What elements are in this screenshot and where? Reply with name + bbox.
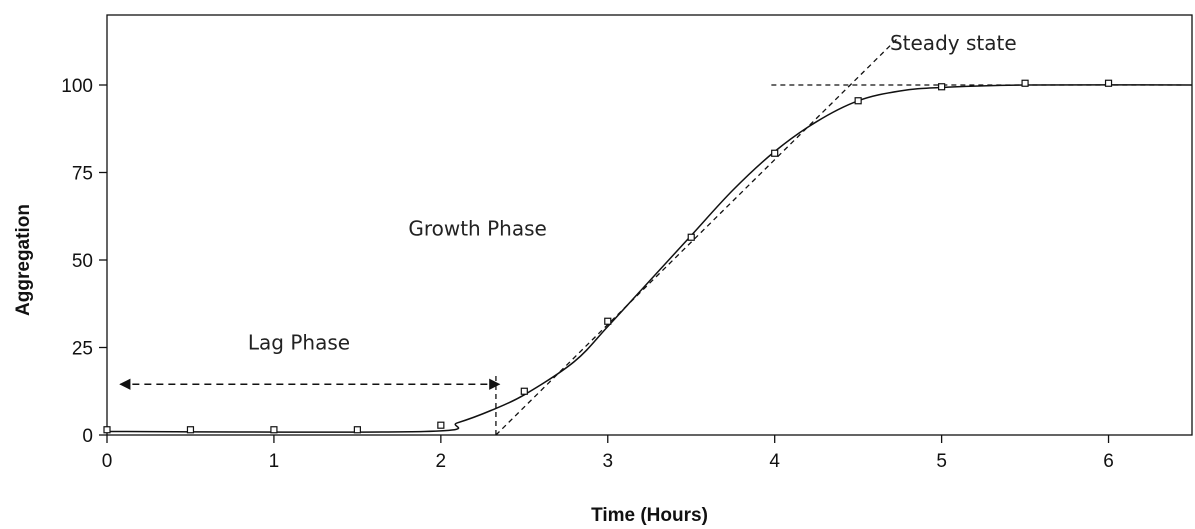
- y-tick-label: 50: [72, 251, 93, 272]
- plot-area-frame: [106, 14, 1193, 436]
- x-tick-label: 4: [769, 451, 780, 472]
- annotation-label: Growth Phase: [408, 217, 546, 241]
- x-axis: 0 1 2 3 4 5 6: [102, 435, 1114, 472]
- data-point: [1104, 79, 1113, 87]
- y-tick-label: 75: [72, 164, 93, 185]
- y-axis: 0 25 50 75 100: [61, 76, 107, 447]
- data-point: [1021, 79, 1029, 87]
- data-point: [353, 426, 361, 434]
- data-points: [103, 79, 1113, 434]
- x-tick-label: 6: [1103, 451, 1114, 472]
- data-point: [687, 233, 695, 241]
- x-axis-title: Time (Hours): [591, 505, 708, 526]
- data-point: [437, 421, 445, 429]
- data-point: [103, 426, 111, 434]
- reference-lines: [119, 35, 1184, 436]
- data-point: [520, 387, 528, 395]
- y-tick-label: 0: [82, 426, 93, 447]
- annotations: Lag Phase Growth Phase Steady state: [248, 31, 1017, 354]
- annotation-label: Steady state: [890, 31, 1017, 55]
- growth-tangent-line: [495, 35, 901, 436]
- x-tick-label: 1: [269, 451, 280, 472]
- x-tick-label: 3: [602, 451, 613, 472]
- annotation-label: Lag Phase: [248, 330, 350, 354]
- y-tick-label: 100: [61, 76, 93, 97]
- y-tick-label: 25: [72, 339, 93, 360]
- fit-curve: [106, 84, 1193, 433]
- data-point: [854, 97, 862, 105]
- fitted-curve-line: [106, 84, 1193, 433]
- data-point: [604, 317, 612, 325]
- x-tick-label: 2: [436, 451, 447, 472]
- data-point: [186, 426, 195, 434]
- data-point: [771, 149, 779, 157]
- y-axis-title: Aggregation: [13, 204, 34, 316]
- data-point: [938, 83, 946, 91]
- x-tick-label: 0: [102, 451, 113, 472]
- x-tick-label: 5: [936, 451, 947, 472]
- data-point: [270, 426, 278, 434]
